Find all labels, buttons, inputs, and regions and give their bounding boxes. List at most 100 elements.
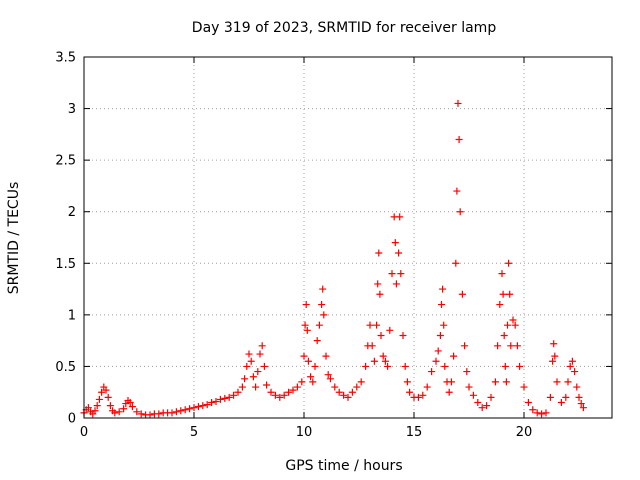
data-point <box>104 393 112 401</box>
data-point <box>496 301 504 309</box>
data-point <box>370 357 378 365</box>
data-point <box>368 342 376 350</box>
data-point <box>238 383 246 391</box>
data-point <box>258 342 266 350</box>
data-point <box>502 378 510 386</box>
data-point <box>208 399 216 407</box>
data-point <box>111 409 119 417</box>
data-point <box>564 378 572 386</box>
data-point <box>432 357 440 365</box>
data-point <box>465 383 473 391</box>
data-point <box>301 321 309 329</box>
data-point <box>302 301 310 309</box>
y-tick-label: 0 <box>68 412 76 427</box>
data-point <box>494 342 502 350</box>
data-point <box>414 393 422 401</box>
data-point <box>577 400 585 408</box>
y-tick-label: 2.5 <box>55 154 76 169</box>
data-point <box>454 99 462 107</box>
data-point <box>500 331 508 339</box>
data-point <box>428 368 436 376</box>
data-point <box>98 388 106 396</box>
data-point <box>102 386 110 394</box>
data-point <box>216 395 224 403</box>
data-point <box>181 406 189 414</box>
data-point <box>221 394 229 402</box>
data-point <box>403 378 411 386</box>
data-point <box>538 410 546 418</box>
data-point <box>106 402 114 410</box>
data-point <box>137 410 145 418</box>
y-axis-label: SRMTID / TECUs <box>6 182 22 295</box>
data-point <box>324 371 332 379</box>
data-point <box>234 388 242 396</box>
data-point <box>285 388 293 396</box>
data-point <box>126 399 134 407</box>
data-markers <box>80 99 587 419</box>
data-point <box>304 357 312 365</box>
data-point <box>549 357 557 365</box>
data-point <box>375 249 383 257</box>
data-point <box>434 347 442 355</box>
x-tick-label: 5 <box>190 425 198 440</box>
data-point <box>419 391 427 399</box>
data-point <box>315 321 323 329</box>
x-tick-label: 20 <box>516 425 533 440</box>
tick-labels: 0 5 10 15 20 0 0.5 1 1.5 2 2.5 3 3.5 <box>55 51 532 441</box>
data-point <box>366 321 374 329</box>
data-point <box>300 352 308 360</box>
data-point <box>571 368 579 376</box>
data-point <box>505 259 513 267</box>
data-point <box>392 280 400 288</box>
data-point <box>440 321 448 329</box>
data-point <box>146 411 154 419</box>
data-point <box>483 402 491 410</box>
data-point <box>566 362 574 370</box>
data-point <box>557 399 565 407</box>
data-point <box>348 388 356 396</box>
data-point <box>203 401 211 409</box>
data-point <box>322 352 330 360</box>
data-point <box>391 239 399 247</box>
data-point <box>190 404 198 412</box>
x-tick-label: 0 <box>80 425 88 440</box>
data-point <box>373 321 381 329</box>
data-point <box>551 352 559 360</box>
data-point <box>377 331 385 339</box>
data-point <box>313 337 321 345</box>
data-point <box>276 393 284 401</box>
data-point <box>376 290 384 298</box>
data-point <box>533 409 541 417</box>
data-point <box>575 393 583 401</box>
data-point <box>499 290 507 298</box>
data-point <box>362 362 370 370</box>
data-point <box>520 383 528 391</box>
grid <box>84 57 612 418</box>
data-point <box>509 316 517 324</box>
y-tick-label: 1 <box>68 308 76 323</box>
data-point <box>579 404 587 412</box>
data-point <box>247 357 255 365</box>
data-point <box>199 402 207 410</box>
data-point <box>303 326 311 334</box>
data-point <box>289 386 297 394</box>
data-point <box>241 375 249 383</box>
data-point <box>120 405 128 413</box>
data-point <box>447 378 455 386</box>
data-point <box>374 280 382 288</box>
data-point <box>463 368 471 376</box>
data-point <box>331 383 339 391</box>
data-point <box>225 393 233 401</box>
data-point <box>573 383 581 391</box>
data-point <box>406 388 414 396</box>
data-point <box>461 342 469 350</box>
data-point <box>397 270 405 278</box>
y-tick-label: 0.5 <box>55 360 76 375</box>
data-point <box>243 362 251 370</box>
data-point <box>395 249 403 257</box>
data-point <box>309 378 317 386</box>
data-point <box>529 406 537 414</box>
x-tick-label: 15 <box>406 425 423 440</box>
data-point <box>267 388 275 396</box>
data-point <box>506 290 514 298</box>
